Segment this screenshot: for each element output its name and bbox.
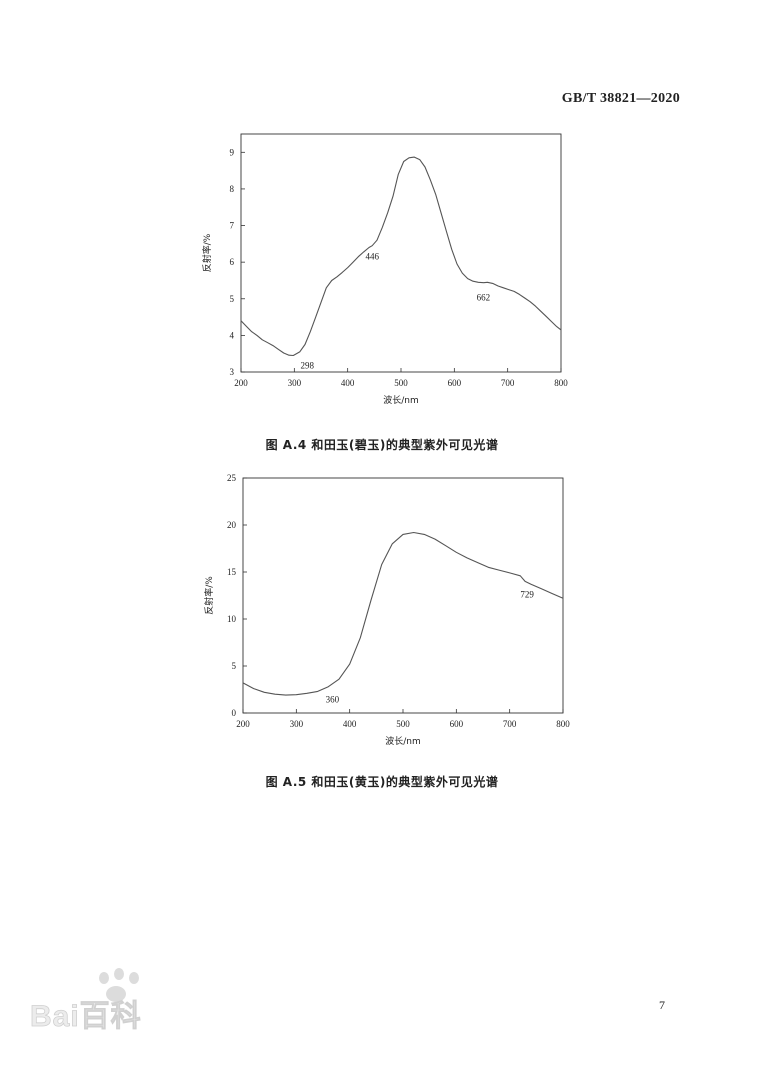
- plot-frame: [240, 133, 562, 373]
- peak-annotation: 662: [477, 292, 491, 302]
- reflectance-chart-yellow-jade: 200 300 400 500 600 700 800 0 5 10 15 20 25 波长/nm 反射率/…: [203, 473, 570, 747]
- x-tick-label: 200: [234, 378, 248, 388]
- y-tick-label: 3: [230, 367, 235, 377]
- x-tick-label: 700: [501, 378, 515, 388]
- y-tick-label: 20: [227, 520, 237, 530]
- paw-logo-icon: [99, 968, 139, 1002]
- figure-caption-a4: 图 A.4 和田玉(碧玉)的典型紫外可见光谱: [265, 438, 499, 452]
- x-tick-label: 600: [448, 378, 462, 388]
- plot-frame: [242, 477, 564, 714]
- x-axis-label: 波长/nm: [385, 735, 421, 747]
- x-tick-label: 600: [450, 719, 464, 729]
- spectrum-line: [242, 531, 564, 696]
- y-tick-label: 9: [230, 147, 235, 157]
- peak-annotation: 360: [326, 695, 340, 705]
- standard-number: GB/T 38821—2020: [561, 91, 680, 106]
- y-tick-label: 15: [227, 567, 237, 577]
- x-tick-label: 800: [556, 719, 570, 729]
- y-axis-label: 反射率/%: [203, 576, 215, 615]
- y-tick-label: 10: [227, 614, 237, 624]
- y-tick-label: 4: [230, 330, 235, 340]
- y-tick-label: 7: [230, 221, 235, 231]
- spectrum-line: [240, 156, 562, 357]
- x-tick-label: 500: [394, 378, 408, 388]
- x-tick-label: 300: [288, 378, 302, 388]
- x-tick-label: 700: [503, 719, 517, 729]
- x-tick-label: 500: [396, 719, 410, 729]
- y-tick-label: 5: [230, 294, 235, 304]
- x-tick-label: 800: [554, 378, 568, 388]
- y-tick-label: 6: [230, 257, 235, 267]
- svg-text:Bai百科: Bai百科: [30, 1000, 142, 1033]
- y-tick-label: 8: [230, 184, 235, 194]
- y-tick-label: 25: [227, 473, 237, 483]
- page-number: 7: [659, 998, 665, 1012]
- peak-annotation: 298: [301, 361, 315, 371]
- x-tick-label: 200: [236, 719, 250, 729]
- reflectance-chart-green-jade: 200 300 400 500 600 700 800 3 4 5 6 7 8 9 波长/nm 反射率/% 29…: [201, 133, 568, 406]
- baidu-baike-watermark: Bai百科: [30, 968, 142, 1033]
- y-tick-label: 0: [232, 708, 237, 718]
- x-tick-label: 400: [343, 719, 357, 729]
- x-tick-label: 400: [341, 378, 355, 388]
- figure-caption-a5: 图 A.5 和田玉(黄玉)的典型紫外可见光谱: [265, 775, 499, 789]
- x-tick-label: 300: [290, 719, 304, 729]
- y-axis-label: 反射率/%: [201, 233, 213, 272]
- peak-annotation: 446: [365, 252, 379, 262]
- peak-annotation: 729: [520, 589, 534, 599]
- y-tick-label: 5: [232, 661, 237, 671]
- x-axis-label: 波长/nm: [383, 394, 419, 406]
